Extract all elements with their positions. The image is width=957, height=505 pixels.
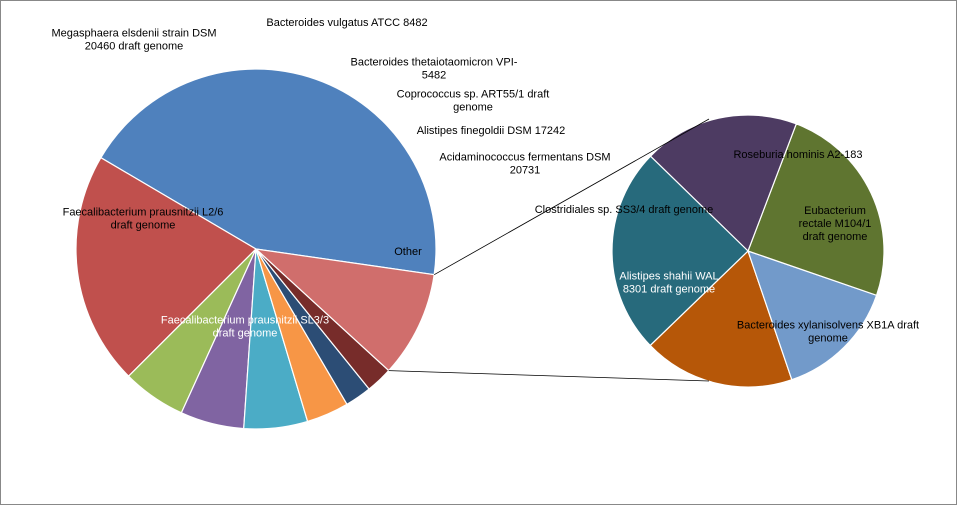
main-pie-slice-label-6: Alistipes finegoldii DSM 17242 <box>417 125 566 137</box>
main-pie-slice-label-8: Other <box>394 246 422 258</box>
main-pie-slice-label-5: Coprococcus sp. ART55/1 draft genome <box>397 89 550 114</box>
main-pie-slice-label-3: Bacteroides vulgatus ATCC 8482 <box>266 17 427 29</box>
secondary-pie-slice-label-1: Eubacterium rectale M104/1 draft genome <box>799 205 872 243</box>
main-pie-slice-0 <box>100 68 437 276</box>
main-pie-slice-label-0: Faecalibacterium prausnitzii SL3/3 draft … <box>161 315 329 340</box>
secondary-pie-slice-0 <box>649 249 793 388</box>
main-pie-slice-label-4: Bacteroides thetaiotaomicron VPI-5482 <box>351 57 518 82</box>
main-pie-slice-label-1: Faecalibacterium prausnitzii L2/6 draft g… <box>63 207 224 232</box>
main-pie-slice-8 <box>254 248 435 372</box>
secondary-pie-slice-label-3: Alistipes shahii WAL 8301 draft genome <box>619 271 718 296</box>
secondary-pie-slice-label-0: Roseburia hominis A2-183 <box>733 149 862 161</box>
secondary-pie-slice-label-4: Clostridiales sp. SS3/4 draft genome <box>535 204 714 216</box>
secondary-pie-slice-4 <box>611 155 749 347</box>
connector-line-bottom <box>388 370 710 382</box>
connector-line-top <box>434 118 710 276</box>
main-pie-slice-label-2: Megasphaera elsdenii strain DSM 20460 dra… <box>51 28 216 53</box>
secondary-pie-slice-label-2: Bacteroides xylanisolvens XB1A draft geno… <box>737 320 919 345</box>
main-pie-slice-1 <box>75 156 257 377</box>
main-pie-slice-label-7: Acidaminococcus fermentans DSM 20731 <box>439 152 610 177</box>
secondary-pie-slice-1 <box>747 250 878 381</box>
secondary-pie-slice-2 <box>747 123 885 297</box>
